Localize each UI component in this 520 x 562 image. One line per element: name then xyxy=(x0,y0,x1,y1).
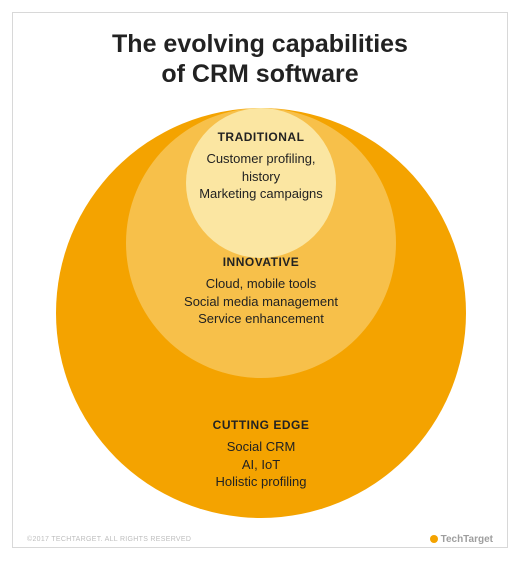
circle-label-outer: CUTTING EDGE xyxy=(56,418,466,432)
circle-textblock-outer: CUTTING EDGE Social CRMAI, IoTHolistic pr… xyxy=(56,418,466,491)
page-title: The evolving capabilities of CRM softwar… xyxy=(13,29,507,89)
circle-item-outer-0: Social CRM xyxy=(56,438,466,456)
circle-item-middle-1: Social media management xyxy=(126,293,396,311)
circle-item-middle-2: Service enhancement xyxy=(126,310,396,328)
circle-item-outer-1: AI, IoT xyxy=(56,456,466,474)
circle-item-inner-0: Customer profiling, history xyxy=(186,150,336,185)
brand-badge: TechTarget xyxy=(430,534,493,545)
diagram-frame: The evolving capabilities of CRM softwar… xyxy=(12,12,508,548)
brand-bullet-icon xyxy=(430,535,438,543)
circle-item-middle-0: Cloud, mobile tools xyxy=(126,275,396,293)
circle-inner: TRADITIONAL Customer profiling, historyMa… xyxy=(186,108,336,258)
circle-textblock-middle: INNOVATIVECloud, mobile toolsSocial medi… xyxy=(126,255,396,328)
nested-circle-diagram: CUTTING EDGE Social CRMAI, IoTHolistic pr… xyxy=(13,103,507,519)
circle-textblock-inner: TRADITIONAL Customer profiling, historyMa… xyxy=(186,130,336,203)
circle-label-inner: TRADITIONAL xyxy=(186,130,336,144)
title-line-2: of CRM software xyxy=(161,60,358,88)
circle-item-inner-1: Marketing campaigns xyxy=(186,185,336,203)
copyright-text: ©2017 TECHTARGET. ALL RIGHTS RESERVED xyxy=(27,536,191,543)
circle-item-outer-2: Holistic profiling xyxy=(56,473,466,491)
title-line-1: The evolving capabilities xyxy=(112,30,408,58)
brand-text: TechTarget xyxy=(441,534,493,545)
